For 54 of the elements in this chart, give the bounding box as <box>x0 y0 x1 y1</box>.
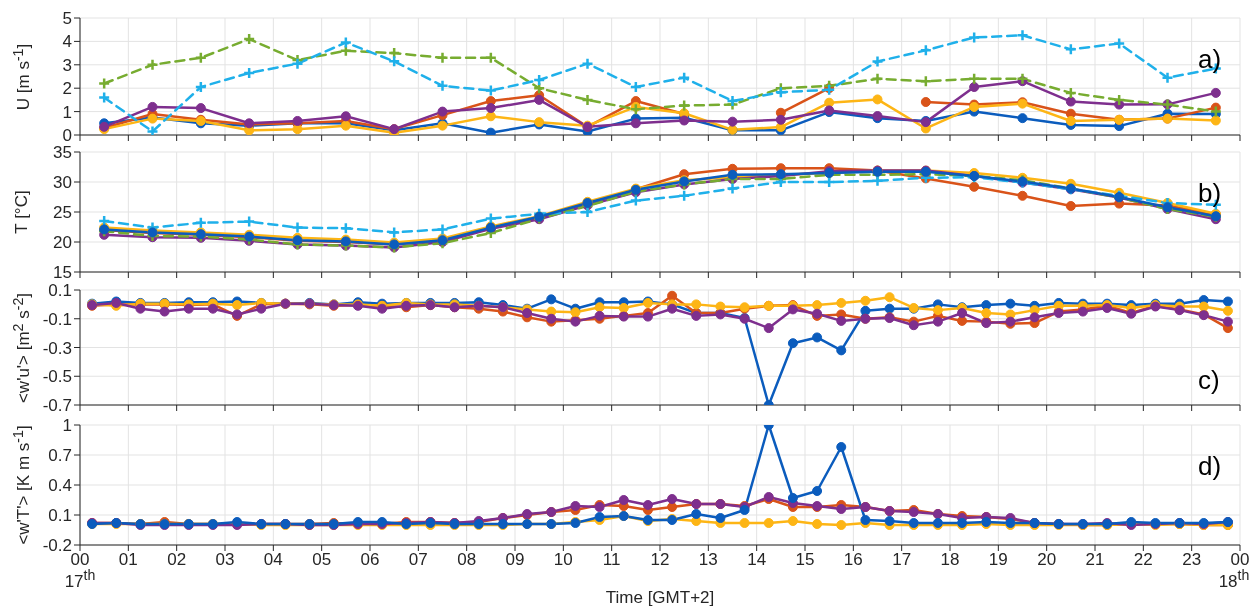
x-tick-label: 17 <box>892 550 912 570</box>
text: 18$^{th}$ <box>1218 567 1250 591</box>
x-tick-label: 00 <box>70 550 90 570</box>
x-tick-label: 16 <box>843 550 863 570</box>
y-tick-label: 1 <box>62 416 72 436</box>
annotation: c) <box>1198 364 1220 396</box>
x-tick-label: 08 <box>457 550 477 570</box>
x-tick-label: 10 <box>553 550 573 570</box>
x-tick-label: 15 <box>795 550 815 570</box>
y-tick-label: 1 <box>62 102 72 122</box>
x-tick-label: 23 <box>1182 550 1202 570</box>
y-tick-label: 0.1 <box>48 281 72 301</box>
x-tick-label: 00 <box>1230 550 1250 570</box>
y-tick-label: 3 <box>62 55 72 75</box>
y-tick-label: -0.2 <box>42 536 72 556</box>
y-tick-label: -0.3 <box>42 338 72 358</box>
y-tick-label: 5 <box>62 9 72 29</box>
y-tick-label: 35 <box>53 143 72 163</box>
y-tick-label: 20 <box>53 233 72 253</box>
x-tick-label: 03 <box>215 550 235 570</box>
x-tick-label: 02 <box>167 550 187 570</box>
annotation: b) <box>1198 178 1222 210</box>
y-tick-label: -0.5 <box>42 367 72 387</box>
text: 17$^{th}$ <box>64 567 96 591</box>
y-tick-label: 0.1 <box>48 506 72 526</box>
x-tick-label: 13 <box>698 550 718 570</box>
x-tick-label: 12 <box>650 550 670 570</box>
x-tick-label: 05 <box>312 550 332 570</box>
x-tick-label: 11 <box>602 550 621 570</box>
y-tick-label: 0.4 <box>48 476 72 496</box>
y-tick-label: 30 <box>53 173 72 193</box>
y-tick-label: 4 <box>62 32 72 52</box>
x-tick-label: 20 <box>1037 550 1057 570</box>
x-tick-label: 22 <box>1133 550 1153 570</box>
x-tick-label: 01 <box>118 550 138 570</box>
y-axis-title: T [°C] <box>12 190 32 234</box>
x-axis-title: Time [GMT+2] <box>605 588 715 608</box>
x-tick-label: 14 <box>747 550 767 570</box>
y-tick-label: -0.1 <box>42 309 72 329</box>
x-tick-label: 18 <box>940 550 960 570</box>
x-tick-label: 04 <box>263 550 283 570</box>
y-tick-label: 0 <box>62 126 72 146</box>
x-tick-label: 07 <box>408 550 428 570</box>
x-tick-label: 09 <box>505 550 525 570</box>
y-tick-label: 25 <box>53 203 72 223</box>
annotation: d) <box>1198 451 1222 483</box>
y-tick-label: 0.7 <box>48 446 72 466</box>
y-tick-label: -0.7 <box>42 396 72 416</box>
y-tick-label: 2 <box>62 79 72 99</box>
x-tick-label: 21 <box>1085 550 1105 570</box>
x-tick-label: 19 <box>988 550 1008 570</box>
x-tick-label: 06 <box>360 550 380 570</box>
annotation: a) <box>1198 43 1222 75</box>
y-tick-label: 15 <box>53 263 72 283</box>
